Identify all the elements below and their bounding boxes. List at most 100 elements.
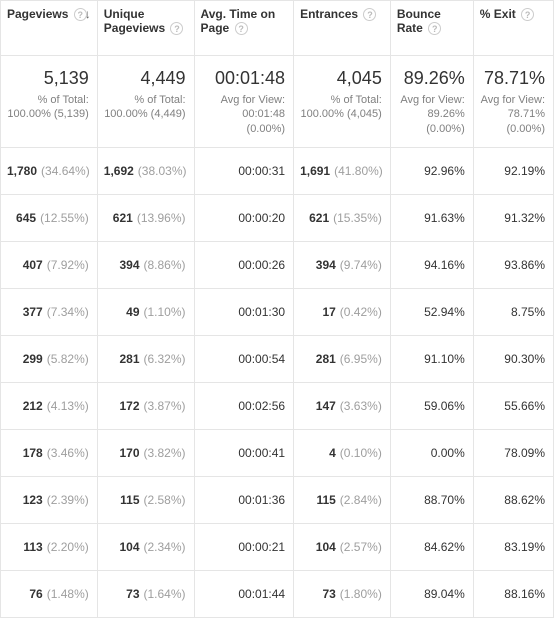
cell-entrances: 621(15.35%): [294, 195, 391, 242]
summary-value: 4,045: [300, 66, 382, 90]
cell-avgtime: 00:02:56: [194, 383, 294, 430]
cell-avgtime: 00:00:20: [194, 195, 294, 242]
summary-sub2: 100.00% (4,045): [300, 107, 382, 122]
col-label: Pageviews: [7, 7, 68, 21]
cell-exit: 83.19%: [473, 524, 553, 571]
col-header-exit[interactable]: % Exit ?: [473, 1, 553, 56]
summary-cell-pageviews: 5,139% of Total:100.00% (5,139): [1, 56, 98, 148]
cell-percent: (41.80%): [334, 164, 383, 178]
cell-avgtime: 00:00:31: [194, 148, 294, 195]
col-header-entrances[interactable]: Entrances ?: [294, 1, 391, 56]
cell-percent: (1.10%): [144, 305, 186, 319]
cell-value: 115: [120, 493, 139, 507]
cell-percent: (0.42%): [340, 305, 382, 319]
summary-sub2: 00:01:48: [201, 107, 286, 122]
help-icon[interactable]: ?: [235, 22, 248, 35]
cell-value: 84.62%: [424, 540, 465, 554]
summary-sub1: % of Total:: [104, 93, 186, 108]
cell-percent: (6.32%): [144, 352, 186, 366]
col-label: % Exit: [480, 7, 516, 21]
cell-value: 394: [316, 258, 336, 272]
summary-sub2: 89.26%: [397, 107, 465, 122]
cell-entrances: 115(2.84%): [294, 477, 391, 524]
table-row: 178(3.46%)170(3.82%)00:00:414(0.10%)0.00…: [1, 430, 554, 477]
col-label: Entrances: [300, 7, 358, 21]
cell-bounce: 89.04%: [390, 571, 473, 618]
summary-sub1: % of Total:: [300, 93, 382, 108]
cell-bounce: 91.63%: [390, 195, 473, 242]
cell-value: 49: [126, 305, 139, 319]
cell-percent: (2.34%): [144, 540, 186, 554]
table-row: 1,780(34.64%)1,692(38.03%)00:00:311,691(…: [1, 148, 554, 195]
col-header-avgtime[interactable]: Avg. Time on Page ?: [194, 1, 294, 56]
table-row: 645(12.55%)621(13.96%)00:00:20621(15.35%…: [1, 195, 554, 242]
cell-unique: 49 (1.10%): [97, 289, 194, 336]
cell-pageviews: 178(3.46%): [1, 430, 98, 477]
cell-exit: 92.19%: [473, 148, 553, 195]
cell-avgtime: 00:00:26: [194, 242, 294, 289]
cell-value: 147: [316, 399, 336, 413]
cell-value: 104: [119, 540, 139, 554]
cell-percent: (3.82%): [144, 446, 186, 460]
cell-percent: (1.64%): [144, 587, 186, 601]
table-row: 113(2.20%)104(2.34%)00:00:21104(2.57%)84…: [1, 524, 554, 571]
cell-value: 88.70%: [424, 493, 465, 507]
summary-value: 00:01:48: [201, 66, 286, 90]
cell-entrances: 1,691(41.80%): [294, 148, 391, 195]
cell-exit: 55.66%: [473, 383, 553, 430]
cell-value: 281: [119, 352, 139, 366]
cell-unique: 621(13.96%): [97, 195, 194, 242]
cell-percent: (2.39%): [47, 493, 89, 507]
cell-percent: (2.84%): [340, 493, 382, 507]
cell-bounce: 91.10%: [390, 336, 473, 383]
cell-bounce: 84.62%: [390, 524, 473, 571]
cell-value: 90.30%: [504, 352, 545, 366]
col-header-pageviews[interactable]: Pageviews ?↓: [1, 1, 98, 56]
cell-entrances: 73(1.80%): [294, 571, 391, 618]
cell-percent: (4.13%): [47, 399, 89, 413]
cell-value: 76: [29, 587, 42, 601]
summary-cell-unique: 4,449% of Total:100.00% (4,449): [97, 56, 194, 148]
cell-percent: (1.80%): [340, 587, 382, 601]
cell-percent: (9.74%): [340, 258, 382, 272]
cell-percent: (2.58%): [144, 493, 186, 507]
cell-value: 1,780: [7, 164, 37, 178]
cell-value: 00:00:41: [238, 446, 285, 460]
cell-entrances: 394 (9.74%): [294, 242, 391, 289]
table-row: 299(5.82%)281(6.32%)00:00:54281(6.95%)91…: [1, 336, 554, 383]
cell-percent: (7.92%): [47, 258, 89, 272]
cell-pageviews: 76 (1.48%): [1, 571, 98, 618]
cell-avgtime: 00:00:41: [194, 430, 294, 477]
table-header-row: Pageviews ?↓Unique Pageviews ?Avg. Time …: [1, 1, 554, 56]
help-icon[interactable]: ?: [428, 22, 441, 35]
help-icon[interactable]: ?: [170, 22, 183, 35]
summary-sub1: % of Total:: [7, 93, 89, 108]
cell-bounce: 59.06%: [390, 383, 473, 430]
cell-pageviews: 123(2.39%): [1, 477, 98, 524]
cell-percent: (7.34%): [47, 305, 89, 319]
cell-value: 00:00:26: [238, 258, 285, 272]
cell-exit: 91.32%: [473, 195, 553, 242]
cell-unique: 281 (6.32%): [97, 336, 194, 383]
help-icon[interactable]: ?: [521, 8, 534, 21]
cell-value: 394: [119, 258, 139, 272]
cell-pageviews: 377(7.34%): [1, 289, 98, 336]
table-body: 5,139% of Total:100.00% (5,139)4,449% of…: [1, 56, 554, 618]
cell-entrances: 147(3.63%): [294, 383, 391, 430]
cell-percent: (0.10%): [340, 446, 382, 460]
cell-value: 78.09%: [504, 446, 545, 460]
help-icon[interactable]: ?: [363, 8, 376, 21]
col-header-bounce[interactable]: Bounce Rate ?: [390, 1, 473, 56]
col-header-unique[interactable]: Unique Pageviews ?: [97, 1, 194, 56]
cell-value: 113: [23, 540, 42, 554]
table-row: 123(2.39%)115(2.58%)00:01:36115(2.84%)88…: [1, 477, 554, 524]
cell-value: 00:00:20: [238, 211, 285, 225]
cell-bounce: 0.00%: [390, 430, 473, 477]
cell-value: 88.16%: [504, 587, 545, 601]
cell-unique: 115 (2.58%): [97, 477, 194, 524]
cell-entrances: 281(6.95%): [294, 336, 391, 383]
cell-percent: (1.48%): [47, 587, 89, 601]
cell-exit: 90.30%: [473, 336, 553, 383]
summary-cell-avgtime: 00:01:48Avg for View:00:01:48(0.00%): [194, 56, 294, 148]
cell-value: 94.16%: [424, 258, 465, 272]
